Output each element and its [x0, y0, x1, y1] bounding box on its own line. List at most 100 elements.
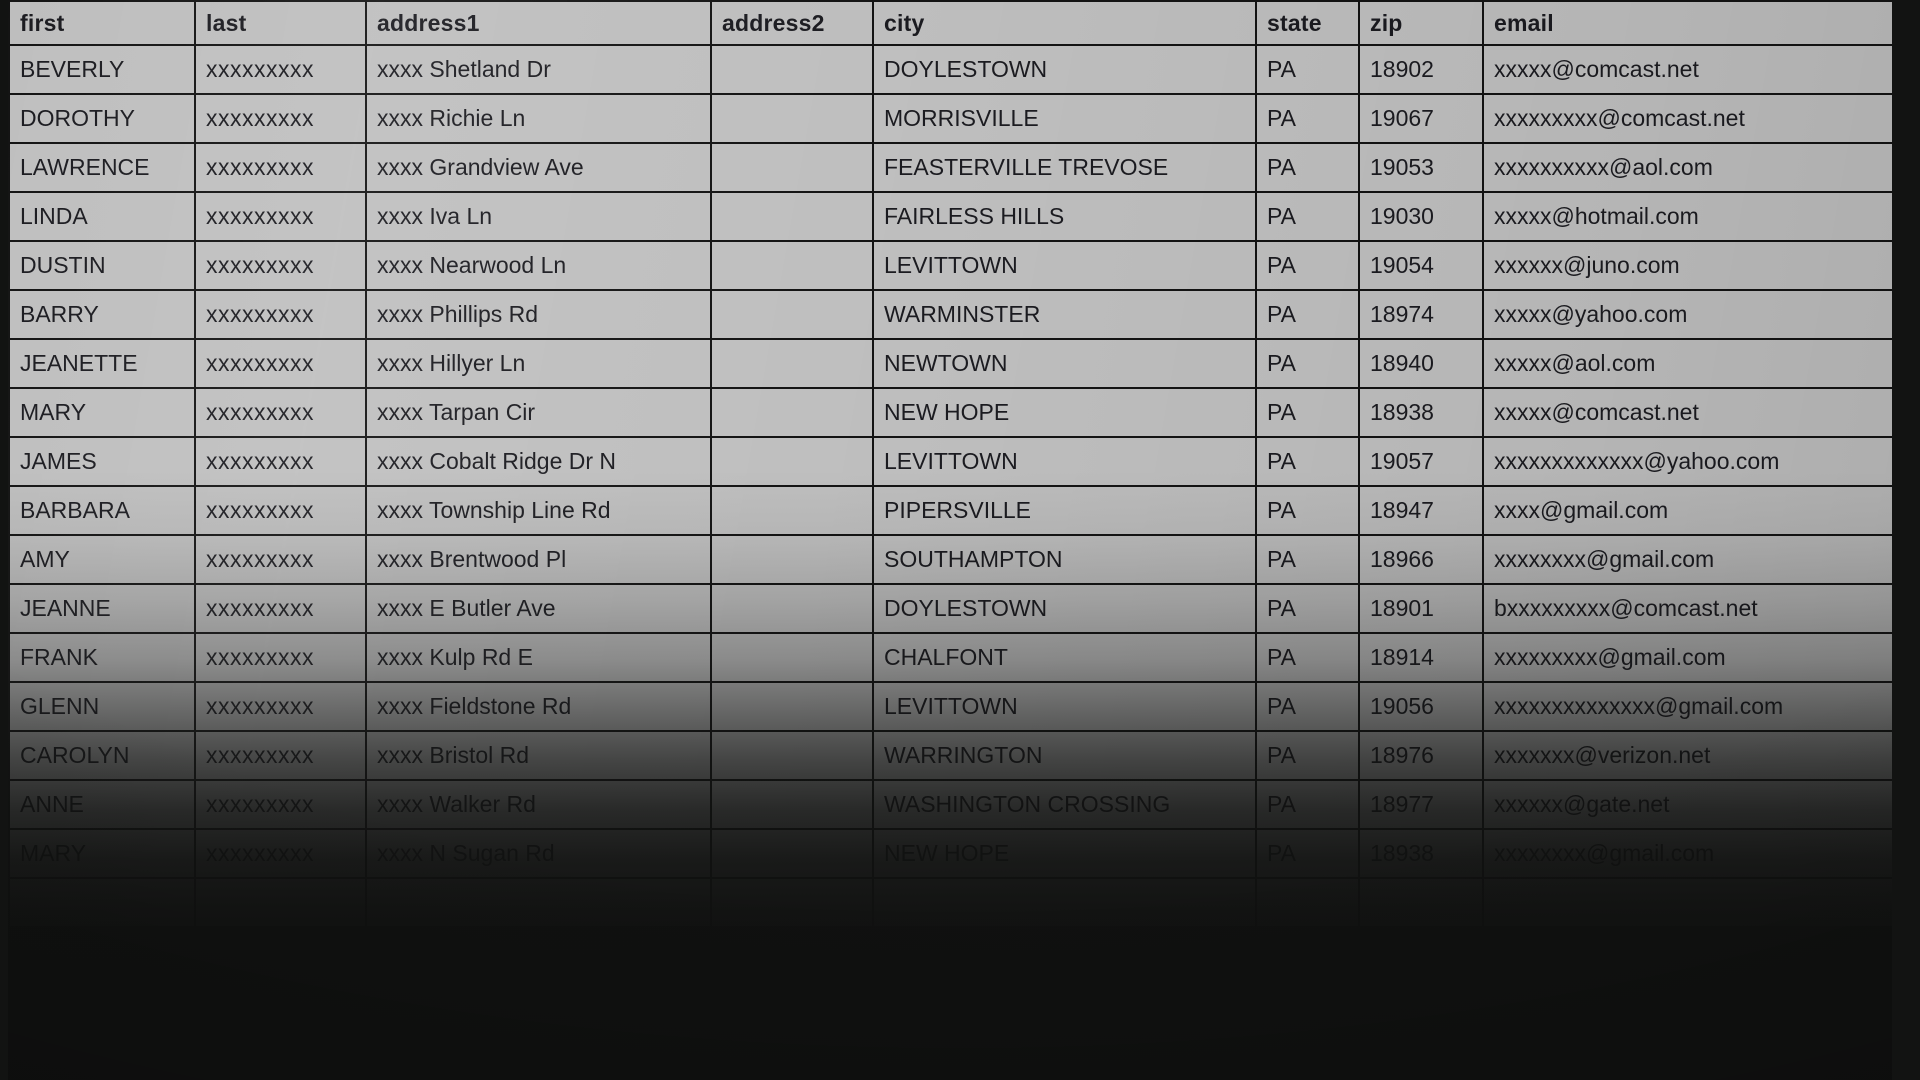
- cell-city[interactable]: NEW HOPE: [872, 828, 1257, 879]
- table-row[interactable]: ANNE xxxxxxxxx xxxx Walker Rd WASHINGTON CR…: [8, 779, 1892, 830]
- cell-address2[interactable]: [710, 338, 874, 389]
- cell-email[interactable]: xxxxxxxx@gmail.com: [1482, 828, 1892, 879]
- cell-zip[interactable]: 18947: [1358, 485, 1484, 536]
- cell-zip[interactable]: 18977: [1358, 779, 1484, 830]
- table-row[interactable]: JEANNE xxxxxxxxx xxxx E Butler Ave DOYLESTO…: [8, 583, 1892, 634]
- cell-zip[interactable]: 19054: [1358, 240, 1484, 291]
- cell-email[interactable]: xxxxxx@gate.net: [1482, 779, 1892, 830]
- cell-address1[interactable]: xxxx Phillips Rd: [365, 289, 712, 340]
- cell-last[interactable]: xxxxxxxxx: [194, 436, 367, 487]
- table-row[interactable]: BEVERLY xxxxxxxxx xxxx Shetland Dr DOYLESTO…: [8, 44, 1892, 95]
- cell-state[interactable]: PA: [1255, 191, 1360, 242]
- cell-address1[interactable]: xxxx Kulp Rd E: [365, 632, 712, 683]
- cell-address1[interactable]: xxxx Fieldstone Rd: [365, 681, 712, 732]
- cell-last[interactable]: xxxxxxxxx: [194, 191, 367, 242]
- cell-last[interactable]: [194, 877, 367, 928]
- table-row[interactable]: JEANETTE xxxxxxxxx xxxx Hillyer Ln NEWTOWN P…: [8, 338, 1892, 389]
- cell-city[interactable]: LEVITTOWN: [872, 681, 1257, 732]
- table-row[interactable]: DOROTHY xxxxxxxxx xxxx Richie Ln MORRISVILL…: [8, 93, 1892, 144]
- cell-last[interactable]: xxxxxxxxx: [194, 387, 367, 438]
- cell-zip[interactable]: 19067: [1358, 93, 1484, 144]
- table-row[interactable]: LINDA xxxxxxxxx xxxx Iva Ln FAIRLESS HILLS P…: [8, 191, 1892, 242]
- cell-address2[interactable]: [710, 730, 874, 781]
- table-row[interactable]: JAMES xxxxxxxxx xxxx Cobalt Ridge Dr N LEVI…: [8, 436, 1892, 487]
- cell-address2[interactable]: [710, 583, 874, 634]
- cell-address2[interactable]: [710, 289, 874, 340]
- cell-first[interactable]: [8, 877, 196, 928]
- cell-first[interactable]: MARY: [8, 387, 196, 438]
- cell-zip[interactable]: 18902: [1358, 44, 1484, 95]
- cell-state[interactable]: PA: [1255, 485, 1360, 536]
- cell-address1[interactable]: xxxx Walker Rd: [365, 779, 712, 830]
- cell-first[interactable]: BARBARA: [8, 485, 196, 536]
- cell-address1[interactable]: [365, 877, 712, 928]
- table-row[interactable]: MARY xxxxxxxxx xxxx N Sugan Rd NEW HOPE PA 18…: [8, 828, 1892, 879]
- cell-zip[interactable]: 18976: [1358, 730, 1484, 781]
- cell-address2[interactable]: [710, 632, 874, 683]
- cell-zip[interactable]: 18914: [1358, 632, 1484, 683]
- cell-city[interactable]: NEW HOPE: [872, 387, 1257, 438]
- cell-address1[interactable]: xxxx Shetland Dr: [365, 44, 712, 95]
- cell-last[interactable]: xxxxxxxxx: [194, 240, 367, 291]
- cell-zip[interactable]: 19030: [1358, 191, 1484, 242]
- cell-address1[interactable]: xxxx N Sugan Rd: [365, 828, 712, 879]
- cell-zip[interactable]: 18940: [1358, 338, 1484, 389]
- cell-address2[interactable]: [710, 142, 874, 193]
- cell-city[interactable]: WARMINSTER: [872, 289, 1257, 340]
- cell-first[interactable]: JAMES: [8, 436, 196, 487]
- cell-email[interactable]: xxxxx@comcast.net: [1482, 387, 1892, 438]
- cell-zip[interactable]: 19056: [1358, 681, 1484, 732]
- column-header-address1[interactable]: address1: [365, 0, 712, 46]
- cell-state[interactable]: PA: [1255, 93, 1360, 144]
- cell-first[interactable]: JEANNE: [8, 583, 196, 634]
- cell-address1[interactable]: xxxx Bristol Rd: [365, 730, 712, 781]
- column-header-first[interactable]: first: [8, 0, 196, 46]
- table-row[interactable]: BARRY xxxxxxxxx xxxx Phillips Rd WARMINSTER…: [8, 289, 1892, 340]
- cell-last[interactable]: xxxxxxxxx: [194, 44, 367, 95]
- cell-city[interactable]: FEASTERVILLE TREVOSE: [872, 142, 1257, 193]
- cell-address2[interactable]: [710, 44, 874, 95]
- cell-zip[interactable]: [1358, 877, 1484, 928]
- column-header-address2[interactable]: address2: [710, 0, 874, 46]
- cell-email[interactable]: [1482, 877, 1892, 928]
- table-row[interactable]: CAROLYN xxxxxxxxx xxxx Bristol Rd WARRINGTO…: [8, 730, 1892, 781]
- cell-last[interactable]: xxxxxxxxx: [194, 142, 367, 193]
- cell-state[interactable]: PA: [1255, 779, 1360, 830]
- cell-address2[interactable]: [710, 93, 874, 144]
- cell-email[interactable]: xxxxxxxx@gmail.com: [1482, 534, 1892, 585]
- cell-last[interactable]: xxxxxxxxx: [194, 534, 367, 585]
- table-row[interactable]: AMY xxxxxxxxx xxxx Brentwood Pl SOUTHAMPTON…: [8, 534, 1892, 585]
- cell-city[interactable]: [872, 877, 1257, 928]
- cell-first[interactable]: DUSTIN: [8, 240, 196, 291]
- cell-first[interactable]: LINDA: [8, 191, 196, 242]
- cell-city[interactable]: WASHINGTON CROSSING: [872, 779, 1257, 830]
- table-row[interactable]: FRANK xxxxxxxxx xxxx Kulp Rd E CHALFONT PA 18…: [8, 632, 1892, 683]
- cell-first[interactable]: DOROTHY: [8, 93, 196, 144]
- cell-state[interactable]: PA: [1255, 387, 1360, 438]
- cell-address2[interactable]: [710, 485, 874, 536]
- cell-city[interactable]: FAIRLESS HILLS: [872, 191, 1257, 242]
- column-header-zip[interactable]: zip: [1358, 0, 1484, 46]
- cell-last[interactable]: xxxxxxxxx: [194, 730, 367, 781]
- cell-address1[interactable]: xxxx Iva Ln: [365, 191, 712, 242]
- cell-email[interactable]: xxxxxxxxxxxxxx@gmail.com: [1482, 681, 1892, 732]
- cell-state[interactable]: PA: [1255, 436, 1360, 487]
- cell-city[interactable]: SOUTHAMPTON: [872, 534, 1257, 585]
- cell-first[interactable]: BARRY: [8, 289, 196, 340]
- cell-state[interactable]: PA: [1255, 44, 1360, 95]
- cell-email[interactable]: xxxxxxxxx@gmail.com: [1482, 632, 1892, 683]
- cell-first[interactable]: BEVERLY: [8, 44, 196, 95]
- cell-first[interactable]: CAROLYN: [8, 730, 196, 781]
- cell-address1[interactable]: xxxx E Butler Ave: [365, 583, 712, 634]
- cell-city[interactable]: NEWTOWN: [872, 338, 1257, 389]
- table-row[interactable]: BARBARA xxxxxxxxx xxxx Township Line Rd PIP…: [8, 485, 1892, 536]
- cell-last[interactable]: xxxxxxxxx: [194, 779, 367, 830]
- cell-address1[interactable]: xxxx Grandview Ave: [365, 142, 712, 193]
- cell-address2[interactable]: [710, 779, 874, 830]
- cell-state[interactable]: PA: [1255, 534, 1360, 585]
- cell-address2[interactable]: [710, 877, 874, 928]
- column-header-last[interactable]: last: [194, 0, 367, 46]
- table-row[interactable]: DUSTIN xxxxxxxxx xxxx Nearwood Ln LEVITTOWN…: [8, 240, 1892, 291]
- contacts-table[interactable]: first last address1 address2 city state zip ema…: [8, 0, 1892, 928]
- cell-address2[interactable]: [710, 387, 874, 438]
